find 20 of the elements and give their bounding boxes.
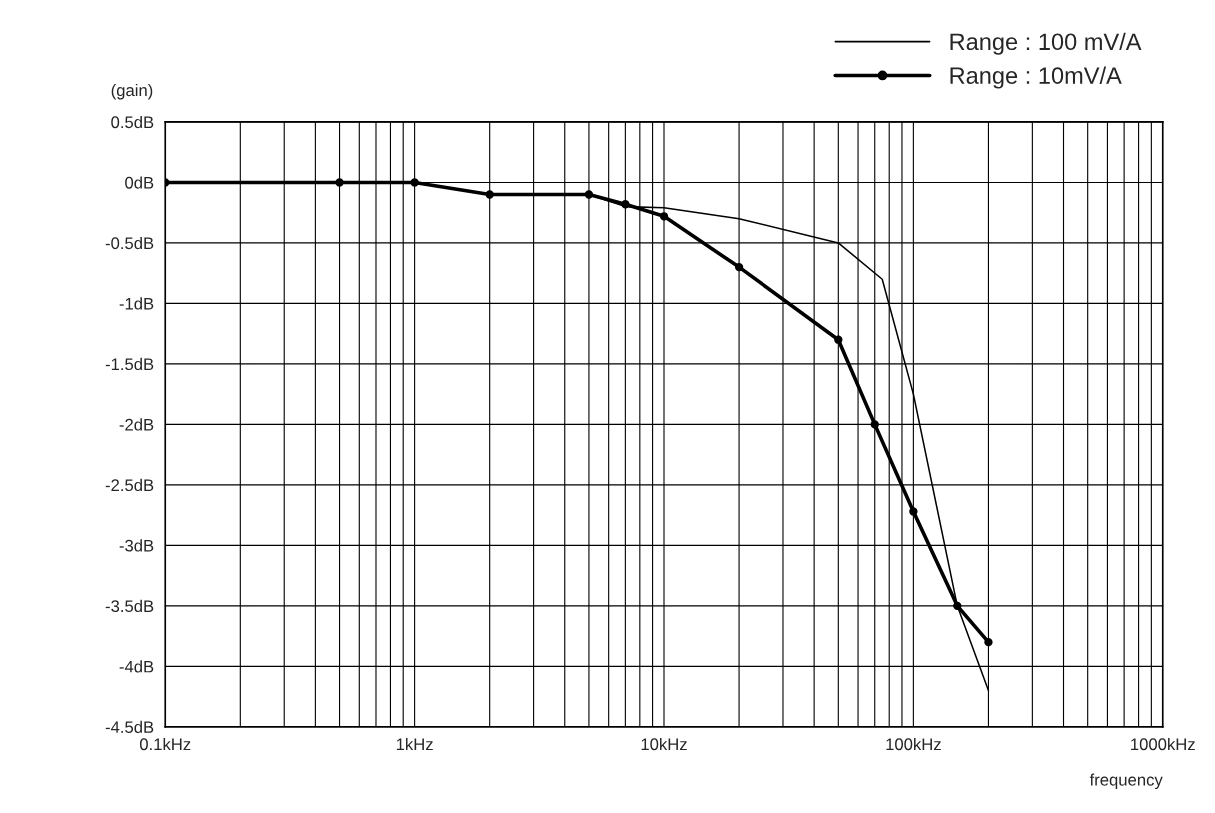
y-tick-label: -4.5dB (105, 720, 154, 734)
y-tick-label: 0dB (125, 176, 154, 189)
x-tick-label: 1000kHz (1131, 737, 1195, 751)
y-tick-label: -2.5dB (105, 478, 154, 492)
legend-label: Range : 100 mV/A (950, 32, 1142, 55)
y-tick-label: -1dB (119, 297, 154, 310)
y-tick-label: 0.5dB (111, 115, 154, 129)
y-tick-label: -2dB (119, 418, 154, 431)
y-tick-label: -1.5dB (105, 357, 154, 371)
x-tick-label: 100kHz (886, 737, 941, 751)
y-tick-label: -3.5dB (105, 599, 154, 613)
legend-label: Range : 10mV/A (950, 66, 1122, 89)
y-tick-label: -4dB (119, 660, 154, 673)
y-axis-title: (gain) (111, 83, 153, 100)
x-tick-label: 0.1kHz (139, 737, 191, 751)
x-axis-title: frequency (1089, 773, 1163, 790)
y-tick-label: -3dB (119, 539, 154, 552)
x-tick-label: 10kHz (641, 737, 687, 751)
y-tick-label: -0.5dB (105, 236, 154, 250)
x-tick-label: 1kHz (396, 737, 433, 751)
